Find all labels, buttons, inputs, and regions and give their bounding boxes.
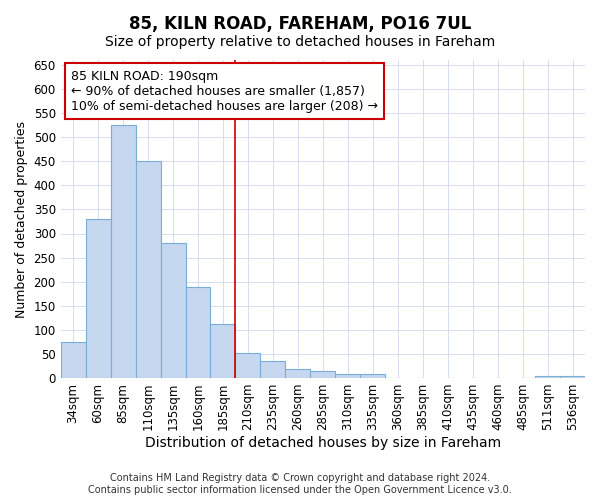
Bar	[560, 376, 585, 378]
Y-axis label: Number of detached properties: Number of detached properties	[15, 120, 28, 318]
Bar	[310, 372, 335, 378]
Bar	[535, 376, 560, 378]
Bar	[211, 324, 235, 378]
Bar	[110, 125, 136, 378]
Bar	[136, 161, 161, 378]
Text: Contains HM Land Registry data © Crown copyright and database right 2024.
Contai: Contains HM Land Registry data © Crown c…	[88, 474, 512, 495]
Bar	[161, 243, 185, 378]
Bar	[235, 353, 260, 378]
Text: Size of property relative to detached houses in Fareham: Size of property relative to detached ho…	[105, 35, 495, 49]
Bar	[86, 219, 110, 378]
Bar	[360, 374, 385, 378]
Bar	[260, 360, 286, 378]
Bar	[286, 369, 310, 378]
Text: 85 KILN ROAD: 190sqm
← 90% of detached houses are smaller (1,857)
10% of semi-de: 85 KILN ROAD: 190sqm ← 90% of detached h…	[71, 70, 378, 112]
X-axis label: Distribution of detached houses by size in Fareham: Distribution of detached houses by size …	[145, 436, 501, 450]
Bar	[185, 288, 211, 378]
Bar	[335, 374, 360, 378]
Bar	[61, 342, 86, 378]
Text: 85, KILN ROAD, FAREHAM, PO16 7UL: 85, KILN ROAD, FAREHAM, PO16 7UL	[129, 15, 471, 33]
